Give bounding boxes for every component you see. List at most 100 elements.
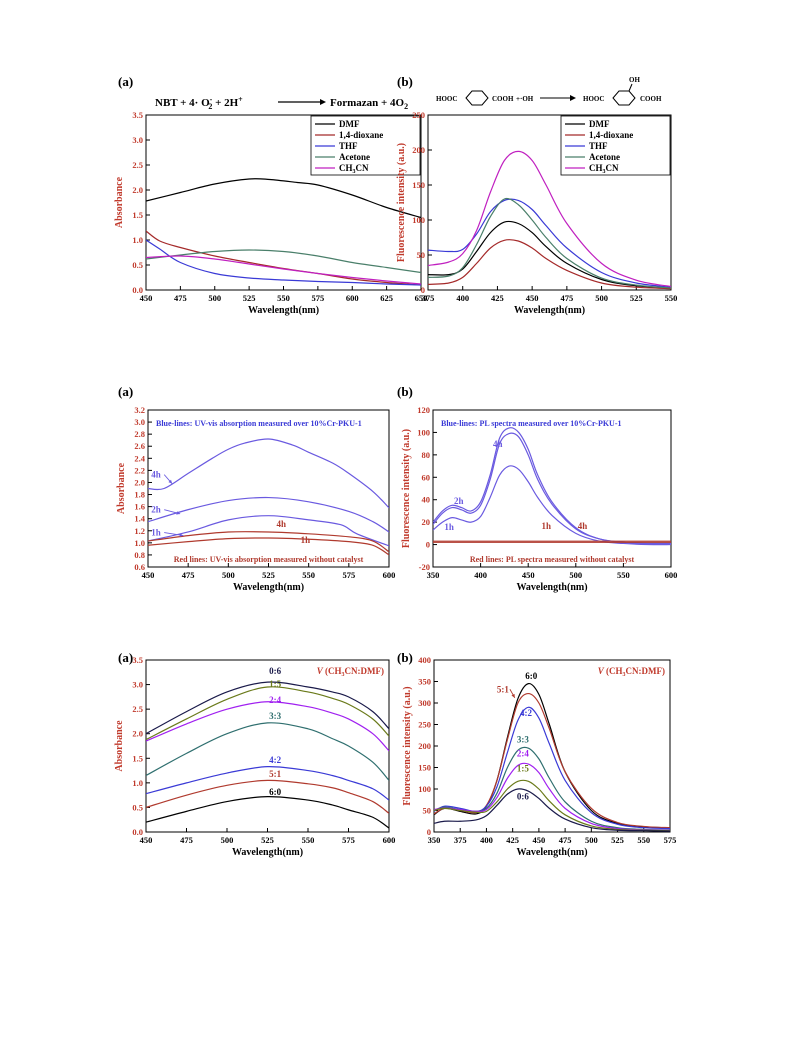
series-line-5 bbox=[434, 779, 670, 832]
chart-fluorescence-time: 350 400 450 500 550 600 -20 0 20 40 60 80 100 120 Wave… bbox=[401, 405, 677, 593]
x-tick-label: 550 bbox=[665, 293, 678, 303]
x-tick-label: 475 bbox=[560, 293, 573, 303]
y-tick-label: 1.6 bbox=[134, 502, 145, 512]
y-tick-label: 1.0 bbox=[132, 235, 143, 245]
series-line-6 bbox=[146, 681, 389, 735]
legend-label: 1,4-dioxane bbox=[589, 130, 633, 140]
y-tick-label: 1.0 bbox=[132, 778, 143, 788]
x-tick-label: 550 bbox=[302, 835, 315, 845]
legend-label: CH3CN bbox=[589, 163, 619, 175]
plot-frame bbox=[432, 409, 672, 568]
legend-title: V (CH3CN:DMF) bbox=[317, 666, 384, 678]
x-axis-label: Wavelength(nm) bbox=[233, 582, 304, 593]
terephthalic-acid-structure: HOOC COOH +·OH bbox=[436, 90, 534, 106]
y-tick-label: 40 bbox=[422, 495, 431, 505]
y-axis-label: Fluorescence intensity (a.u.) bbox=[396, 143, 407, 262]
x-tick-label: 550 bbox=[617, 570, 630, 580]
y-tick-label: 100 bbox=[417, 427, 430, 437]
series-line-5 bbox=[146, 686, 389, 741]
series-line-4 bbox=[434, 762, 670, 831]
series-line-1 bbox=[146, 230, 421, 286]
x-tick-label: 550 bbox=[302, 570, 315, 580]
x-tick-label: 575 bbox=[342, 835, 355, 845]
x-tick-label: 475 bbox=[174, 293, 187, 303]
reaction-equation: NBT + 4· O-2 + 2H+ bbox=[155, 95, 243, 111]
annotation-label: 2:4 bbox=[269, 695, 281, 705]
x-tick-label: 450 bbox=[142, 570, 155, 580]
y-tick-label: 2.5 bbox=[132, 160, 143, 170]
chart-fluorescence-ratio: 350 375 400 425 450 475 500 525 550 575 0 50 100 150 2… bbox=[402, 655, 676, 858]
x-tick-label: 475 bbox=[559, 835, 572, 845]
series-line-1 bbox=[428, 239, 671, 290]
legend-label: THF bbox=[589, 141, 608, 151]
x-tick-label: 400 bbox=[480, 835, 493, 845]
x-tick-label: 625 bbox=[380, 293, 393, 303]
annotation-arrow-head bbox=[176, 511, 181, 515]
annotation-arrow-head bbox=[511, 693, 515, 698]
annotation-label: 2:4 bbox=[517, 748, 529, 758]
y-tick-label: 100 bbox=[412, 215, 425, 225]
x-tick-label: 350 bbox=[427, 570, 440, 580]
annotation-label: 1h bbox=[151, 528, 161, 538]
y-tick-label: 150 bbox=[418, 763, 431, 773]
panel-label: (a) bbox=[118, 384, 133, 399]
y-tick-label: 3.0 bbox=[134, 417, 145, 427]
y-tick-label: 200 bbox=[418, 741, 431, 751]
svg-text:HOOC: HOOC bbox=[583, 95, 604, 103]
y-tick-label: 0 bbox=[421, 285, 425, 295]
x-tick-label: 650 bbox=[415, 293, 428, 303]
y-tick-label: 60 bbox=[422, 472, 431, 482]
y-tick-label: 100 bbox=[418, 784, 431, 794]
plot-frame bbox=[427, 114, 672, 291]
y-tick-label: 3.0 bbox=[132, 680, 143, 690]
panel-label: (b) bbox=[397, 384, 413, 399]
legend-label: Acetone bbox=[339, 152, 370, 162]
y-tick-label: 0.6 bbox=[134, 562, 145, 572]
top-note: Blue-lines: UV-vis absorption measured o… bbox=[156, 419, 362, 428]
x-tick-label: 525 bbox=[262, 570, 275, 580]
series-line-3 bbox=[146, 249, 421, 274]
annotation-label: 2h bbox=[454, 496, 464, 506]
equation-left: NBT + 4· O bbox=[155, 97, 210, 109]
x-tick-label: 575 bbox=[342, 570, 355, 580]
annotation-label: 5:1 bbox=[269, 769, 281, 779]
x-tick-label: 550 bbox=[277, 293, 290, 303]
x-tick-label: 575 bbox=[664, 835, 677, 845]
annotation-label: 5:1 bbox=[497, 684, 509, 694]
x-tick-label: 600 bbox=[383, 570, 396, 580]
series-line-4 bbox=[146, 255, 421, 285]
series-line-0 bbox=[146, 178, 421, 219]
y-tick-label: 2.0 bbox=[132, 729, 143, 739]
x-tick-label: 450 bbox=[140, 293, 153, 303]
series-line-1 bbox=[433, 432, 671, 545]
y-tick-label: 2.0 bbox=[134, 477, 145, 487]
y-tick-label: 120 bbox=[417, 405, 430, 415]
x-tick-label: 575 bbox=[312, 293, 325, 303]
legend-label: THF bbox=[339, 141, 358, 151]
x-tick-label: 475 bbox=[180, 835, 193, 845]
y-axis-label: Absorbance bbox=[116, 462, 127, 514]
annotation-label: 3:3 bbox=[517, 735, 529, 745]
y-tick-label: 200 bbox=[412, 145, 425, 155]
series-line-1 bbox=[146, 779, 389, 814]
chart-absorbance-time: 450 475 500 525 550 575 600 0.6 0.8 1.0 1.2 1.4 1.6 1… bbox=[116, 405, 395, 593]
legend-label: Acetone bbox=[589, 152, 620, 162]
annotation-label: 4h bbox=[578, 521, 588, 531]
legend-label: CH3CN bbox=[339, 163, 369, 175]
x-tick-label: 500 bbox=[208, 293, 221, 303]
series-line-0 bbox=[434, 683, 670, 829]
series-line-6 bbox=[434, 788, 670, 832]
y-tick-label: 250 bbox=[412, 110, 425, 120]
x-tick-label: 525 bbox=[261, 835, 274, 845]
x-tick-label: 525 bbox=[630, 293, 643, 303]
equation-middle: + 2H bbox=[212, 97, 238, 109]
x-axis-label: Wavelength(nm) bbox=[514, 305, 585, 316]
y-tick-label: 0 bbox=[427, 827, 431, 837]
x-tick-label: 500 bbox=[585, 835, 598, 845]
y-tick-label: 2.4 bbox=[134, 453, 145, 463]
x-tick-label: 600 bbox=[665, 570, 678, 580]
series-line-4 bbox=[148, 537, 389, 556]
equation-sup-plus: + bbox=[238, 95, 243, 104]
annotation-label: 4h bbox=[493, 439, 503, 449]
